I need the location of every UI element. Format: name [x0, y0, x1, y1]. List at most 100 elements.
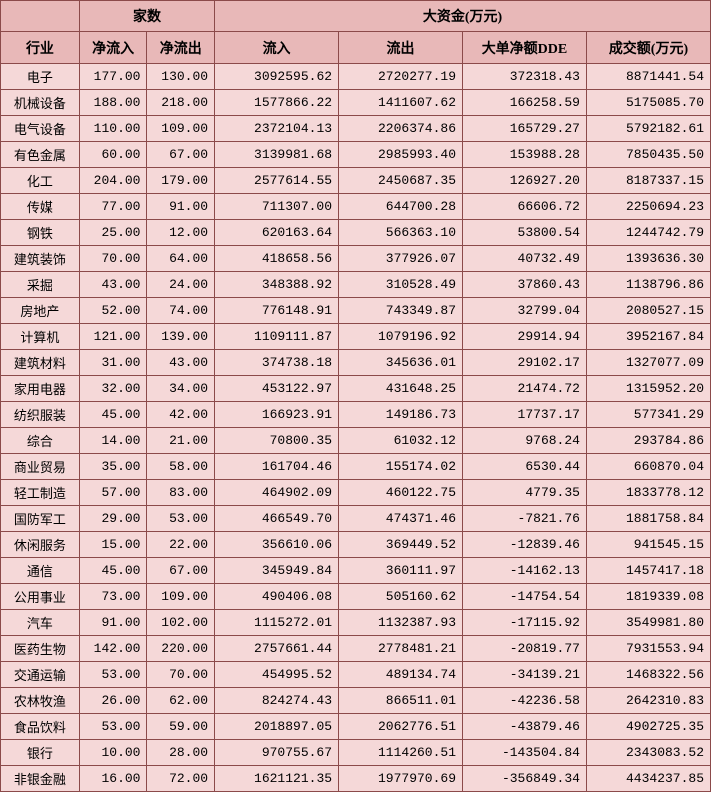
value-cell: 218.00	[147, 90, 215, 116]
value-cell: 2720277.19	[339, 64, 463, 90]
col-header-0: 行业	[1, 32, 80, 64]
col-header-1: 净流入	[79, 32, 147, 64]
industry-cell: 汽车	[1, 610, 80, 636]
industry-cell: 轻工制造	[1, 480, 80, 506]
table-row: 电气设备110.00109.002372104.132206374.861657…	[1, 116, 711, 142]
value-cell: -12839.46	[463, 532, 587, 558]
table-row: 银行10.0028.00970755.671114260.51-143504.8…	[1, 740, 711, 766]
value-cell: 941545.15	[586, 532, 710, 558]
value-cell: 2577614.55	[215, 168, 339, 194]
value-cell: 711307.00	[215, 194, 339, 220]
table-row: 房地产52.0074.00776148.91743349.8732799.042…	[1, 298, 711, 324]
value-cell: 2372104.13	[215, 116, 339, 142]
value-cell: 8187337.15	[586, 168, 710, 194]
industry-cell: 计算机	[1, 324, 80, 350]
value-cell: -42236.58	[463, 688, 587, 714]
value-cell: 2450687.35	[339, 168, 463, 194]
industry-cell: 商业贸易	[1, 454, 80, 480]
value-cell: 139.00	[147, 324, 215, 350]
industry-cell: 传媒	[1, 194, 80, 220]
value-cell: 348388.92	[215, 272, 339, 298]
value-cell: 91.00	[147, 194, 215, 220]
value-cell: 42.00	[147, 402, 215, 428]
industry-cell: 化工	[1, 168, 80, 194]
value-cell: 40732.49	[463, 246, 587, 272]
value-cell: 2062776.51	[339, 714, 463, 740]
value-cell: 165729.27	[463, 116, 587, 142]
value-cell: 29102.17	[463, 350, 587, 376]
value-cell: 53.00	[79, 662, 147, 688]
value-cell: 28.00	[147, 740, 215, 766]
value-cell: 374738.18	[215, 350, 339, 376]
value-cell: 24.00	[147, 272, 215, 298]
table-row: 有色金属60.0067.003139981.682985993.40153988…	[1, 142, 711, 168]
header-count-group: 家数	[79, 1, 214, 32]
col-header-6: 成交额(万元)	[586, 32, 710, 64]
value-cell: -14754.54	[463, 584, 587, 610]
value-cell: 356610.06	[215, 532, 339, 558]
table-row: 传媒77.0091.00711307.00644700.2866606.7222…	[1, 194, 711, 220]
value-cell: 310528.49	[339, 272, 463, 298]
value-cell: 776148.91	[215, 298, 339, 324]
value-cell: 32.00	[79, 376, 147, 402]
industry-cell: 家用电器	[1, 376, 80, 402]
value-cell: 142.00	[79, 636, 147, 662]
value-cell: 130.00	[147, 64, 215, 90]
table-row: 交通运输53.0070.00454995.52489134.74-34139.2…	[1, 662, 711, 688]
value-cell: 73.00	[79, 584, 147, 610]
table-row: 家用电器32.0034.00453122.97431648.2521474.72…	[1, 376, 711, 402]
value-cell: 743349.87	[339, 298, 463, 324]
value-cell: 660870.04	[586, 454, 710, 480]
value-cell: 126927.20	[463, 168, 587, 194]
value-cell: 21474.72	[463, 376, 587, 402]
value-cell: 1881758.84	[586, 506, 710, 532]
col-header-3: 流入	[215, 32, 339, 64]
industry-cell: 国防军工	[1, 506, 80, 532]
value-cell: 490406.08	[215, 584, 339, 610]
value-cell: 29.00	[79, 506, 147, 532]
value-cell: 204.00	[79, 168, 147, 194]
value-cell: 22.00	[147, 532, 215, 558]
fund-flow-table: 家数大资金(万元)行业净流入净流出流入流出大单净额DDE成交额(万元)电子177…	[0, 0, 711, 792]
value-cell: 369449.52	[339, 532, 463, 558]
value-cell: 1327077.09	[586, 350, 710, 376]
value-cell: 372318.43	[463, 64, 587, 90]
industry-cell: 农林牧渔	[1, 688, 80, 714]
table-row: 电子177.00130.003092595.622720277.19372318…	[1, 64, 711, 90]
value-cell: 58.00	[147, 454, 215, 480]
value-cell: 3952167.84	[586, 324, 710, 350]
table-row: 公用事业73.00109.00490406.08505160.62-14754.…	[1, 584, 711, 610]
value-cell: 74.00	[147, 298, 215, 324]
value-cell: 418658.56	[215, 246, 339, 272]
value-cell: 6530.44	[463, 454, 587, 480]
value-cell: 466549.70	[215, 506, 339, 532]
value-cell: 53.00	[147, 506, 215, 532]
value-cell: 43.00	[147, 350, 215, 376]
value-cell: 70.00	[147, 662, 215, 688]
value-cell: 2250694.23	[586, 194, 710, 220]
value-cell: 153988.28	[463, 142, 587, 168]
value-cell: 3139981.68	[215, 142, 339, 168]
value-cell: 45.00	[79, 402, 147, 428]
table-row: 建筑装饰70.0064.00418658.56377926.0740732.49…	[1, 246, 711, 272]
value-cell: -20819.77	[463, 636, 587, 662]
table-row: 医药生物142.00220.002757661.442778481.21-208…	[1, 636, 711, 662]
table-row: 汽车91.00102.001115272.011132387.93-17115.…	[1, 610, 711, 636]
value-cell: -34139.21	[463, 662, 587, 688]
value-cell: 4434237.85	[586, 766, 710, 792]
value-cell: 166258.59	[463, 90, 587, 116]
value-cell: 620163.64	[215, 220, 339, 246]
table-row: 休闲服务15.0022.00356610.06369449.52-12839.4…	[1, 532, 711, 558]
value-cell: 5175085.70	[586, 90, 710, 116]
value-cell: 67.00	[147, 142, 215, 168]
value-cell: 824274.43	[215, 688, 339, 714]
value-cell: 62.00	[147, 688, 215, 714]
value-cell: 35.00	[79, 454, 147, 480]
value-cell: 21.00	[147, 428, 215, 454]
table-row: 化工204.00179.002577614.552450687.35126927…	[1, 168, 711, 194]
value-cell: 505160.62	[339, 584, 463, 610]
value-cell: 1819339.08	[586, 584, 710, 610]
value-cell: 2080527.15	[586, 298, 710, 324]
table-row: 采掘43.0024.00348388.92310528.4937860.4311…	[1, 272, 711, 298]
col-header-2: 净流出	[147, 32, 215, 64]
